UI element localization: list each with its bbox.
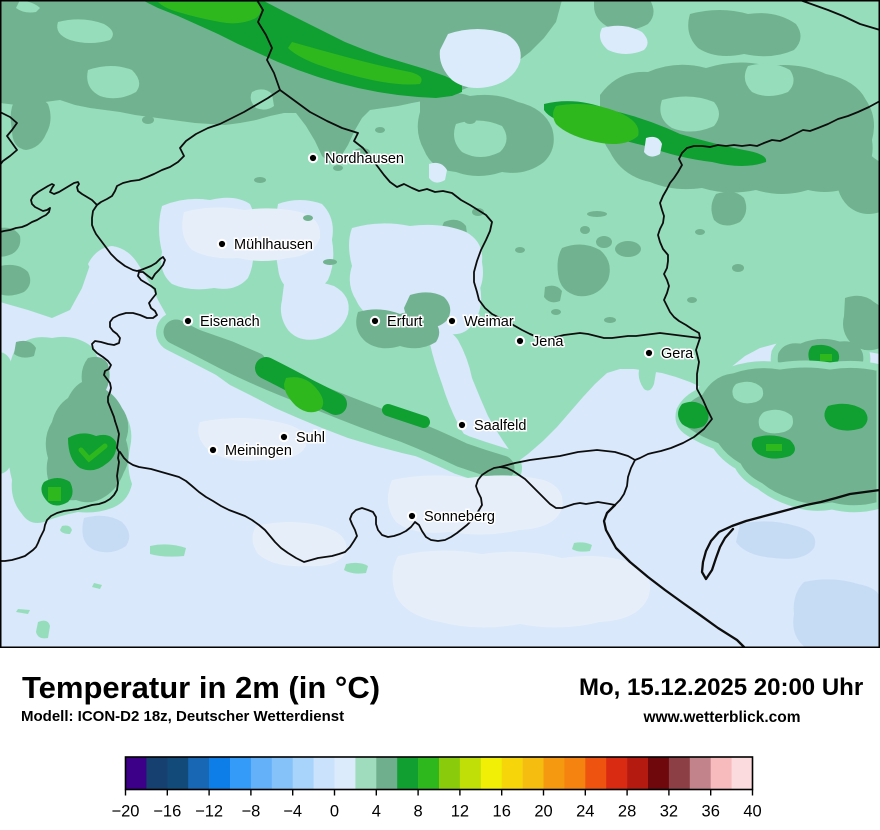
- svg-text:Mühlhausen: Mühlhausen: [234, 237, 313, 253]
- svg-text:Saalfeld: Saalfeld: [474, 418, 526, 434]
- svg-text:36: 36: [702, 803, 720, 821]
- svg-text:Nordhausen: Nordhausen: [325, 151, 404, 167]
- svg-text:Gera: Gera: [661, 346, 694, 362]
- svg-text:−16: −16: [153, 803, 181, 821]
- svg-text:Jena: Jena: [532, 334, 564, 350]
- svg-text:16: 16: [493, 803, 511, 821]
- svg-text:40: 40: [743, 803, 761, 821]
- svg-text:−8: −8: [241, 803, 260, 821]
- svg-text:Sonneberg: Sonneberg: [424, 509, 495, 525]
- svg-text:8: 8: [414, 803, 423, 821]
- svg-text:Meiningen: Meiningen: [225, 443, 292, 459]
- svg-text:0: 0: [330, 803, 339, 821]
- svg-text:Erfurt: Erfurt: [387, 314, 422, 330]
- svg-text:20: 20: [534, 803, 552, 821]
- svg-text:−12: −12: [195, 803, 223, 821]
- svg-text:Weimar: Weimar: [464, 314, 514, 330]
- svg-text:−4: −4: [283, 803, 302, 821]
- svg-text:32: 32: [660, 803, 678, 821]
- svg-text:12: 12: [451, 803, 469, 821]
- svg-text:24: 24: [576, 803, 594, 821]
- svg-text:Suhl: Suhl: [296, 430, 325, 446]
- svg-text:−20: −20: [112, 803, 140, 821]
- svg-text:Eisenach: Eisenach: [200, 314, 260, 330]
- svg-text:28: 28: [618, 803, 636, 821]
- svg-text:4: 4: [372, 803, 381, 821]
